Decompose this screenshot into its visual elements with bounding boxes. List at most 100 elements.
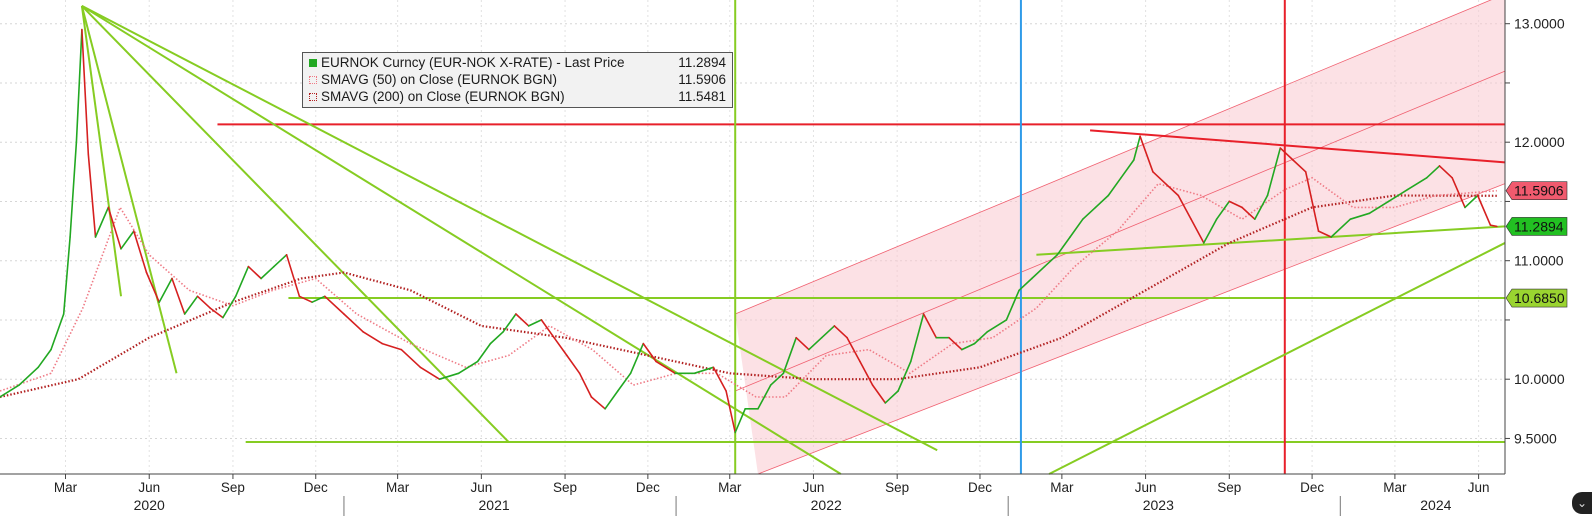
price-segment: [1279, 147, 1294, 161]
price-segment: [871, 384, 887, 404]
price-segment: [629, 342, 645, 375]
moving-averages: [0, 176, 1497, 399]
legend-swatch: [309, 92, 317, 101]
price-segment: [846, 336, 861, 363]
price-segment: [734, 407, 747, 434]
legend-value: 11.5481: [678, 89, 726, 104]
price-segment: [37, 348, 52, 369]
price-segment: [419, 366, 441, 381]
price-segment: [922, 313, 938, 339]
price-segment: [50, 313, 65, 351]
price-segment: [566, 354, 581, 375]
price-segment: [897, 360, 912, 392]
price-segment: [133, 230, 148, 274]
price-segment: [476, 342, 492, 363]
price-segment: [712, 366, 727, 392]
price-segment: [1190, 218, 1205, 244]
price-segment: [1018, 277, 1033, 292]
price-segment: [1476, 194, 1492, 226]
year-label: 2020: [134, 497, 165, 513]
price-segment: [1241, 206, 1256, 220]
trend-line: [81, 5, 842, 475]
price-segment: [1152, 171, 1167, 185]
price-tag-label: 11.2894: [1514, 218, 1564, 234]
price-segment: [81, 28, 90, 155]
price-segment: [183, 295, 199, 315]
panel-toggle-icon[interactable]: ⌄: [1572, 492, 1592, 514]
year-label: 2024: [1420, 497, 1451, 513]
x-tick-label: Dec: [1300, 480, 1324, 495]
price-tags: 11.5906 11.2894 10.6850: [1505, 181, 1568, 308]
price-segment: [457, 360, 479, 375]
price-segment: [1406, 177, 1428, 191]
price-segment: [1292, 159, 1307, 173]
price-segment: [1349, 212, 1371, 220]
price-segment: [973, 330, 989, 345]
x-tick-label: Sep: [553, 480, 577, 495]
channel-lower-line: [757, 183, 1506, 475]
x-tick-label: Mar: [386, 480, 410, 495]
x-tick-label: Jun: [470, 480, 492, 495]
price-segment: [948, 336, 963, 351]
price-tag: [1505, 288, 1568, 308]
channel-upper-line: [735, 0, 1492, 315]
y-tick-label: 9.5000: [1514, 430, 1557, 446]
price-segment: [311, 295, 326, 304]
price-segment: [502, 313, 517, 333]
x-tick-label: Mar: [718, 480, 742, 495]
price-segment: [769, 372, 785, 386]
x-tick-label: Sep: [221, 480, 245, 495]
trend-line: [1090, 129, 1506, 164]
price-segment: [362, 330, 384, 345]
price-segment: [527, 319, 543, 327]
trend-line: [80, 5, 123, 297]
price-segment: [1177, 194, 1192, 220]
price-segment: [1438, 165, 1453, 179]
price-segment: [725, 390, 737, 434]
price-segment: [1031, 265, 1046, 280]
price-segment: [158, 277, 173, 304]
x-tick-label: Dec: [636, 480, 660, 495]
price-segment: [273, 254, 288, 268]
price-segment: [1425, 165, 1441, 179]
price-segment: [62, 236, 71, 315]
price-segment: [909, 313, 925, 363]
year-label: 2022: [811, 497, 842, 513]
year-label: 2023: [1143, 497, 1174, 513]
regression-channel: [735, 0, 1506, 475]
price-segment: [438, 372, 460, 381]
trend-line: [1048, 242, 1506, 475]
price-segment: [1107, 177, 1122, 197]
legend-label: EURNOK Curncy (EUR-NOK X-RATE) - Last Pr…: [321, 55, 625, 70]
price-segment: [1069, 218, 1084, 238]
price-segment: [285, 254, 301, 298]
price-segment: [1120, 159, 1135, 179]
price-segment: [1368, 200, 1390, 215]
price-segment: [782, 336, 798, 375]
price-segment: [616, 372, 632, 392]
price-segment: [94, 206, 110, 238]
price-segment: [833, 325, 848, 339]
legend-swatch: [309, 75, 317, 84]
price-segment: [1139, 135, 1154, 173]
price-segment: [18, 366, 40, 386]
price-segment: [578, 372, 593, 398]
price-segment: [107, 206, 122, 250]
y-tick-label: 11.0000: [1514, 253, 1564, 269]
price-segment: [1254, 194, 1269, 220]
legend-value: 11.2894: [678, 55, 726, 70]
price-segment: [1164, 182, 1180, 197]
price-segment: [323, 295, 345, 315]
x-tick-label: Jun: [1468, 480, 1490, 495]
price-segment: [0, 384, 20, 398]
price-segment: [540, 319, 555, 339]
price-segment: [87, 153, 97, 238]
x-tick-label: Sep: [1217, 480, 1241, 495]
trend-line: [1036, 225, 1506, 256]
x-tick-label: Mar: [1050, 480, 1074, 495]
x-tick-label: Mar: [1383, 480, 1407, 495]
price-segment: [757, 384, 772, 410]
price-segment: [260, 265, 275, 280]
price-segment: [400, 348, 422, 369]
legend-item-sma-200: SMAVG (200) on Close (EURNOK BGN) 11.548…: [309, 88, 726, 105]
